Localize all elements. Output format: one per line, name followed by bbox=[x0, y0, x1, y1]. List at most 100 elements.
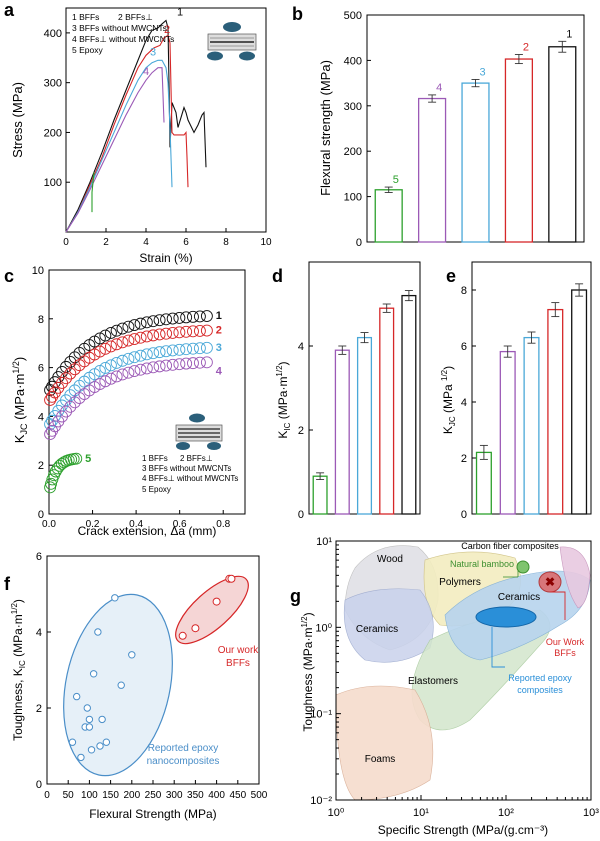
g-ytick-label: 10¹ bbox=[316, 536, 332, 548]
c-point-2 bbox=[110, 338, 123, 351]
c-xtick-label: 0.6 bbox=[173, 519, 187, 530]
c-point-3 bbox=[180, 343, 193, 356]
label-wood: Wood bbox=[377, 554, 403, 565]
d-bar-3 bbox=[356, 336, 373, 515]
region-foams bbox=[336, 685, 434, 800]
f-xtick-label: 50 bbox=[63, 790, 75, 801]
c-point-3 bbox=[153, 346, 166, 359]
a-series-4 bbox=[65, 67, 165, 233]
g-xtick-label: 10¹ bbox=[413, 807, 429, 819]
panel-b-label: b bbox=[292, 4, 303, 24]
f-ytick-label: 6 bbox=[36, 551, 42, 563]
a-xtick-label: 8 bbox=[223, 237, 229, 248]
f-ytick-label: 0 bbox=[36, 779, 42, 791]
c-point-5 bbox=[45, 477, 57, 490]
f-xtick-label: 200 bbox=[123, 790, 140, 801]
c-series-label-1: 1 bbox=[216, 310, 222, 322]
c-point-2 bbox=[104, 340, 117, 353]
c-point-4 bbox=[140, 362, 153, 375]
a-legend-entry: 3 BFFs without MWCNTs bbox=[72, 23, 167, 33]
c-ytick-label: 4 bbox=[38, 411, 44, 423]
c-point-3 bbox=[187, 342, 199, 355]
a-series-label-4: 4 bbox=[143, 66, 149, 78]
a-xtick-label: 2 bbox=[103, 237, 109, 248]
a-ytick-label: 300 bbox=[44, 78, 62, 90]
a-ytick-label: 400 bbox=[44, 28, 62, 40]
c-point-1 bbox=[193, 310, 206, 323]
g-ytick-label: 10⁻¹ bbox=[310, 709, 332, 721]
c-point-2 bbox=[68, 363, 81, 376]
label-foams: Foams bbox=[365, 754, 396, 765]
e-ytick-label: 0 bbox=[461, 509, 467, 521]
panel-g: g ✖ 10⁰ 10¹ 10² 10³ 10⁻² 10⁻¹ 10⁰ 10¹ Wood Carb… bbox=[290, 536, 599, 837]
specimen-sketch-a bbox=[207, 22, 257, 61]
c-point-3 bbox=[122, 352, 135, 365]
b-bar-3 bbox=[461, 82, 490, 243]
bff-cluster-ellipse bbox=[175, 575, 249, 645]
f-point-epoxy bbox=[128, 651, 136, 659]
panel-g-ylabel: Toughness (MPa·m1/2) bbox=[300, 612, 315, 731]
c-point-5 bbox=[53, 459, 66, 472]
e-ytick-label: 6 bbox=[461, 341, 467, 353]
c-point-4 bbox=[153, 360, 166, 373]
panel-b-ylabel: Flexural strength (MPa) bbox=[318, 60, 333, 196]
c-point-4 bbox=[128, 365, 141, 378]
c-point-1 bbox=[147, 315, 160, 328]
g-xtick-label: 10³ bbox=[583, 807, 599, 819]
f-point-epoxy bbox=[85, 723, 94, 731]
c-point-1 bbox=[166, 312, 179, 325]
b-bar-1 bbox=[548, 46, 577, 243]
f-xtick-label: 400 bbox=[208, 790, 225, 801]
f-xtick-label: 150 bbox=[102, 790, 119, 801]
e-ytick-label: 8 bbox=[461, 285, 467, 297]
our-work-marker: ✖ bbox=[545, 575, 555, 589]
b-bar-label: 5 bbox=[393, 174, 399, 186]
annotation-bffs: BFFs bbox=[226, 658, 250, 669]
annotation-reported-epoxy: Reported epoxy bbox=[148, 743, 219, 754]
f-point-bff bbox=[212, 597, 221, 606]
c-ytick-label: 10 bbox=[32, 265, 44, 277]
c-point-3 bbox=[99, 362, 112, 374]
a-series-2 bbox=[65, 34, 189, 233]
c-point-1 bbox=[180, 311, 193, 324]
panel-a-xlabel: Strain (%) bbox=[139, 251, 192, 265]
c-point-3 bbox=[116, 354, 129, 367]
f-point-epoxy bbox=[83, 704, 91, 712]
c-point-4 bbox=[104, 372, 117, 385]
annotation-our-work: Our work bbox=[218, 645, 260, 656]
c-point-3 bbox=[173, 343, 186, 356]
a-legend-entry: 4 BFFs⊥ without MWCNTs bbox=[72, 34, 174, 44]
c-point-3 bbox=[200, 341, 213, 354]
label-reported-composites: composites bbox=[517, 685, 563, 695]
panel-d-label: d bbox=[272, 266, 283, 286]
c-point-2 bbox=[122, 334, 135, 347]
region-reported-epoxy bbox=[475, 606, 537, 628]
d-bar-2 bbox=[379, 307, 395, 515]
a-series-5 bbox=[91, 172, 95, 213]
c-point-4 bbox=[160, 359, 173, 372]
label-ceramics-left: Ceramics bbox=[356, 624, 398, 635]
panel-f-label: f bbox=[4, 574, 11, 594]
c-point-2 bbox=[140, 330, 153, 343]
f-point-epoxy bbox=[72, 692, 81, 701]
c-ytick-label: 6 bbox=[38, 363, 44, 375]
c-point-2 bbox=[56, 377, 68, 389]
c-ytick-label: 8 bbox=[38, 314, 44, 326]
c-point-3 bbox=[134, 349, 147, 362]
panel-g-label: g bbox=[290, 586, 301, 606]
g-ytick-label: 10⁻² bbox=[310, 795, 332, 807]
c-point-4 bbox=[73, 392, 86, 405]
f-point-epoxy bbox=[85, 715, 94, 724]
c-point-3 bbox=[64, 389, 77, 402]
c-point-4 bbox=[166, 358, 179, 371]
c-point-3 bbox=[166, 344, 179, 357]
label-elastomers: Elastomers bbox=[408, 676, 458, 687]
e-ytick-label: 2 bbox=[461, 453, 467, 465]
annotation-nanocomposites: nanocomposites bbox=[147, 756, 220, 767]
f-xtick-label: 300 bbox=[166, 790, 183, 801]
c-point-4 bbox=[193, 356, 206, 369]
c-point-4 bbox=[180, 357, 193, 370]
c-point-2 bbox=[147, 329, 160, 342]
c-point-4 bbox=[116, 368, 129, 381]
f-point-epoxy bbox=[89, 670, 98, 678]
